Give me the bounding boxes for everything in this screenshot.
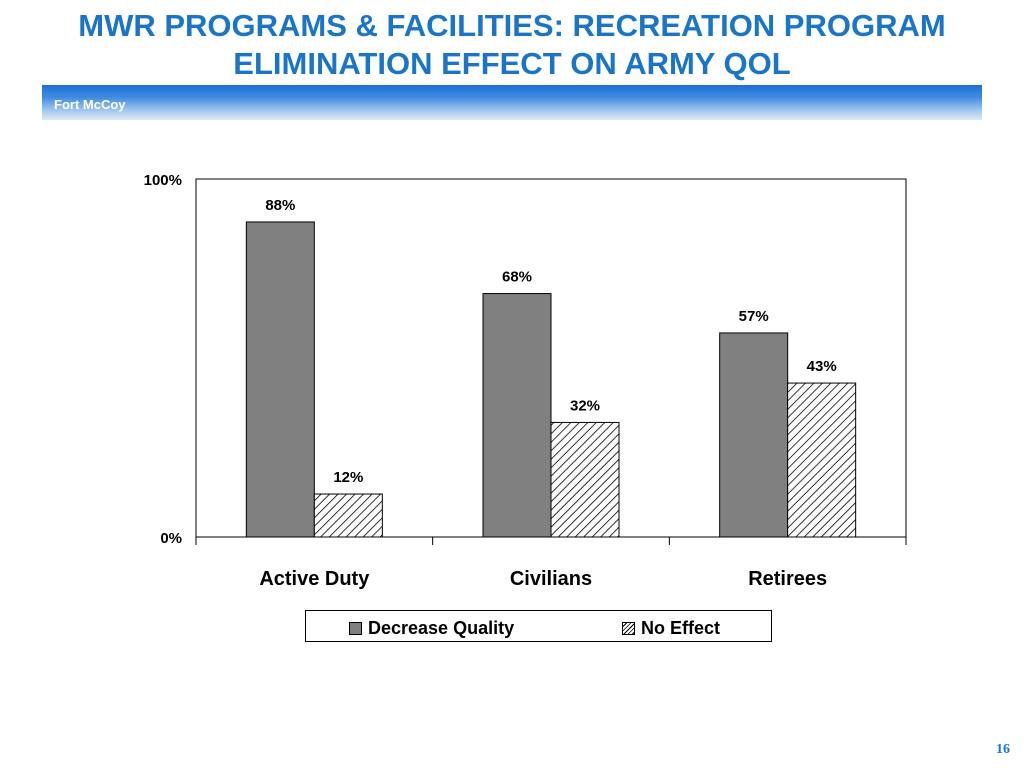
data-label: 32% (570, 397, 600, 414)
data-label: 57% (739, 308, 769, 325)
x-category-label: Active Duty (259, 568, 370, 590)
page-number: 16 (996, 742, 1010, 758)
x-category-label: Retirees (748, 568, 827, 590)
legend-item-decrease-quality: Decrease Quality (349, 618, 514, 639)
bar-no-effect (314, 494, 382, 537)
data-label: 68% (502, 269, 532, 286)
bar-decrease-quality (483, 294, 551, 537)
legend-swatch-hatch (622, 622, 635, 635)
chart-legend: Decrease Quality No Effect (305, 610, 772, 642)
y-tick-label: 0% (160, 530, 182, 547)
data-label: 43% (807, 358, 837, 375)
legend-label-decrease-quality: Decrease Quality (368, 618, 514, 639)
bar-no-effect (788, 383, 856, 537)
y-tick-label: 100% (144, 172, 182, 189)
legend-item-no-effect: No Effect (622, 618, 720, 639)
bar-no-effect (551, 422, 619, 537)
bar-decrease-quality (720, 333, 788, 537)
legend-swatch-solid (349, 622, 362, 635)
x-category-label: Civilians (510, 568, 592, 590)
bar-decrease-quality (246, 222, 314, 537)
data-label: 12% (333, 469, 363, 486)
data-label: 88% (265, 197, 295, 214)
legend-label-no-effect: No Effect (641, 618, 720, 639)
bar-chart: 0% 100% 88% 12% Active Duty 68% 32% Civilians 57… (0, 0, 1024, 768)
